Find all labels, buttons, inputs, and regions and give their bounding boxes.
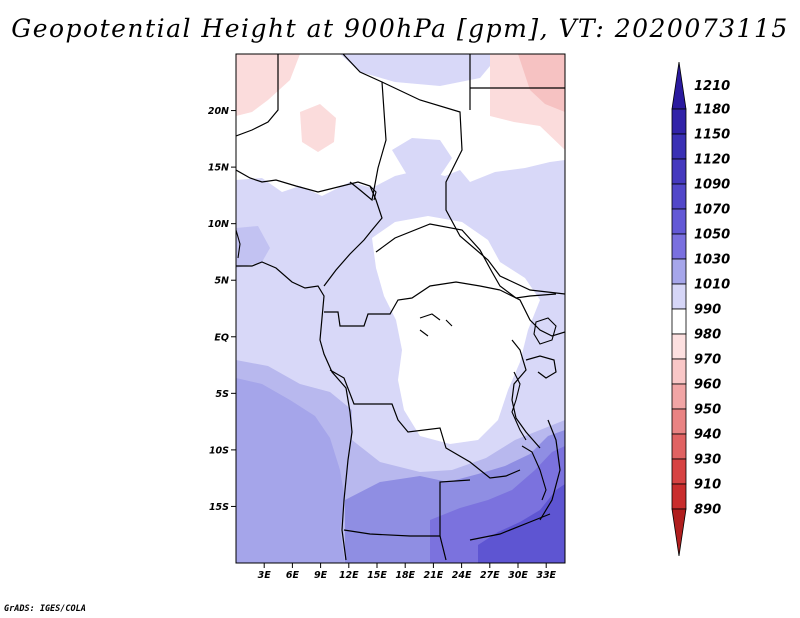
lon-tick-label: 18E <box>395 570 415 581</box>
colorbar-swatch <box>671 283 687 310</box>
height-field <box>236 54 565 563</box>
colorbar-swatch <box>671 208 687 235</box>
colorbar-swatch <box>671 233 687 260</box>
lon-tick-label: 3E <box>258 570 272 581</box>
colorbar-label: 990 <box>694 303 721 318</box>
colorbar-swatch <box>671 158 687 185</box>
colorbar: 1210 1180 1150 1120 1090 1070 1050 1030 1010 990 9… <box>671 61 730 557</box>
colorbar-label: 1150 <box>694 128 730 143</box>
colorbar-label: 910 <box>694 478 721 493</box>
colorbar-label: 960 <box>694 378 721 393</box>
lon-tick-label: 15E <box>367 570 387 581</box>
colorbar-label: 1210 <box>694 79 730 94</box>
band-970-980-ne <box>518 54 565 112</box>
lat-tick-label: 5N <box>214 276 229 287</box>
latitude-axis: 20N 15N 10N 5N EQ 5S 10S 15S <box>208 106 236 513</box>
band-1050-1070 <box>236 378 345 563</box>
colorbar-swatch <box>671 383 687 410</box>
colorbar-swatch <box>671 133 687 160</box>
colorbar-label: 1050 <box>694 228 730 243</box>
colorbar-label: 890 <box>694 503 721 518</box>
colorbar-swatch <box>671 308 687 335</box>
longitude-axis: 3E 6E 9E 12E 15E 18E 21E 24E 27E 30E 33E <box>258 563 557 581</box>
lat-tick-label: 15N <box>208 163 229 174</box>
colorbar-label: 1030 <box>694 253 730 268</box>
band-1090-1120 <box>478 484 565 563</box>
colorbar-label: 970 <box>694 353 721 368</box>
colorbar-swatch <box>671 183 687 210</box>
lat-tick-label: 5S <box>216 389 230 400</box>
band-1010-1030-blob <box>392 138 452 180</box>
lon-tick-label: 24E <box>452 570 472 581</box>
colorbar-label: 930 <box>694 453 721 468</box>
band-980-990-nw-blob <box>300 104 336 152</box>
lon-tick-label: 6E <box>286 570 300 581</box>
lon-tick-label: 12E <box>339 570 359 581</box>
lat-tick-label: 10N <box>208 219 229 230</box>
colorbar-swatch <box>671 61 687 110</box>
band-980-990-nw <box>236 54 300 116</box>
band-1010-1030-north <box>340 54 500 86</box>
colorbar-label: 1090 <box>694 178 730 193</box>
colorbar-swatch <box>671 508 687 557</box>
lon-tick-label: 30E <box>508 570 528 581</box>
colorbar-label: 940 <box>694 428 721 443</box>
lon-tick-label: 33E <box>536 570 556 581</box>
colorbar-swatch <box>671 108 687 135</box>
colorbar-swatch <box>671 408 687 435</box>
colorbar-swatch <box>671 333 687 360</box>
lat-tick-label: 15S <box>209 502 229 513</box>
map-frame <box>235 53 566 564</box>
lon-tick-label: 9E <box>314 570 328 581</box>
lat-tick-label: 10S <box>209 445 229 456</box>
band-1030-1050 <box>236 226 270 268</box>
colorbar-label: 1180 <box>694 103 730 118</box>
colorbar-label: 1070 <box>694 203 730 218</box>
colorbar-label: 950 <box>694 403 721 418</box>
colorbar-swatch <box>671 433 687 460</box>
grads-credit: GrADS: IGES/COLA <box>4 604 86 614</box>
lat-tick-label: 20N <box>208 106 229 117</box>
lon-tick-label: 27E <box>480 570 500 581</box>
colorbar-swatch <box>671 483 687 510</box>
lakes <box>236 185 557 501</box>
lon-tick-label: 21E <box>424 570 444 581</box>
colorbar-label: 1120 <box>694 153 730 168</box>
colorbar-label: 1010 <box>694 278 730 293</box>
colorbar-label: 980 <box>694 328 721 343</box>
country-borders <box>236 54 565 561</box>
colorbar-swatch <box>671 458 687 485</box>
colorbar-swatch <box>671 258 687 285</box>
colorbar-swatch <box>671 358 687 385</box>
chart-title: Geopotential Height at 900hPa [gpm], VT:… <box>11 14 789 43</box>
lat-tick-label: EQ <box>214 332 229 343</box>
